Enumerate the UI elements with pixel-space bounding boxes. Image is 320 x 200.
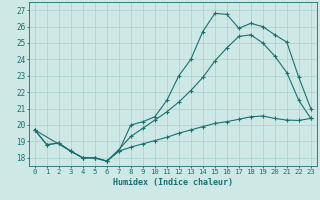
- X-axis label: Humidex (Indice chaleur): Humidex (Indice chaleur): [113, 178, 233, 187]
